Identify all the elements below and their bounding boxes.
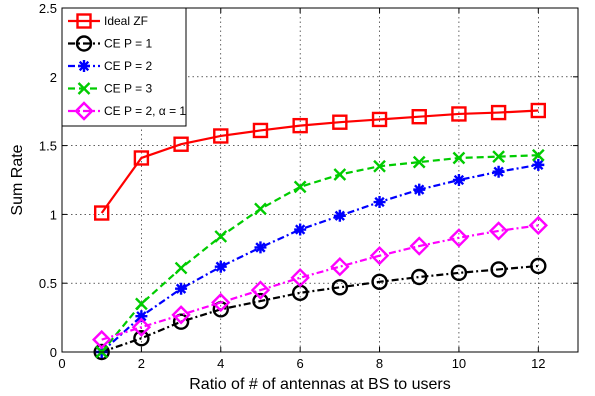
y-tick-label: 2 bbox=[50, 70, 57, 85]
legend-label: CE P = 2, α = 1 bbox=[104, 104, 186, 118]
data-point bbox=[213, 128, 229, 144]
series-line bbox=[100, 163, 539, 353]
data-point bbox=[133, 330, 150, 347]
data-point bbox=[250, 280, 271, 300]
y-axis-label: Sum Rate bbox=[9, 144, 26, 215]
legend-label: CE P = 1 bbox=[104, 37, 152, 51]
x-tick-label: 10 bbox=[452, 356, 466, 371]
x-tick-label: 6 bbox=[297, 356, 304, 371]
legend-entry: CE P = 3 bbox=[68, 82, 152, 96]
x-tick-label: 8 bbox=[376, 356, 383, 371]
legend-entry: CE P = 2, α = 1 bbox=[68, 101, 186, 121]
legend-marker bbox=[77, 82, 91, 95]
data-point bbox=[333, 168, 347, 181]
data-point bbox=[333, 209, 346, 222]
series-1 bbox=[93, 257, 547, 361]
data-point bbox=[490, 104, 507, 121]
x-tick-label: 2 bbox=[138, 356, 145, 371]
data-point bbox=[91, 329, 112, 350]
data-point bbox=[451, 106, 467, 122]
data-point bbox=[214, 260, 227, 273]
series-line bbox=[101, 264, 539, 354]
data-point bbox=[290, 267, 310, 288]
legend-marker bbox=[76, 13, 92, 29]
data-point bbox=[252, 292, 269, 310]
data-point bbox=[175, 282, 188, 295]
x-tick-label: 0 bbox=[58, 356, 65, 371]
series-0 bbox=[93, 102, 547, 221]
legend-entry: CE P = 2 bbox=[68, 59, 152, 73]
data-point bbox=[171, 305, 191, 325]
plot-frame bbox=[61, 7, 579, 353]
data-point bbox=[530, 257, 547, 275]
legend-label: CE P = 3 bbox=[104, 82, 152, 96]
data-point bbox=[492, 165, 505, 178]
data-point bbox=[373, 196, 386, 209]
data-point bbox=[254, 241, 267, 254]
data-point bbox=[254, 202, 267, 216]
data-point bbox=[528, 215, 549, 236]
series-layer bbox=[91, 102, 549, 361]
data-point bbox=[532, 158, 545, 171]
data-point bbox=[373, 159, 386, 173]
data-point bbox=[530, 102, 547, 119]
data-point bbox=[330, 256, 350, 277]
data-point bbox=[135, 310, 148, 323]
x-tick-label: 12 bbox=[531, 356, 545, 371]
y-tick-label: 1.5 bbox=[39, 139, 57, 154]
data-point bbox=[332, 114, 348, 130]
data-point bbox=[173, 136, 189, 152]
data-point bbox=[292, 117, 308, 134]
data-point bbox=[488, 221, 509, 241]
data-point bbox=[413, 183, 426, 196]
data-point bbox=[531, 148, 545, 162]
data-point bbox=[294, 223, 307, 236]
data-point bbox=[371, 273, 388, 291]
series-3 bbox=[95, 148, 545, 359]
data-point bbox=[93, 205, 110, 221]
data-point bbox=[412, 155, 426, 169]
data-point bbox=[369, 245, 390, 266]
y-tick-label: 1 bbox=[50, 207, 57, 222]
data-point bbox=[131, 317, 152, 337]
data-point bbox=[172, 313, 190, 330]
data-point bbox=[450, 264, 468, 282]
y-tick-label: 0.5 bbox=[39, 276, 57, 291]
data-point bbox=[449, 228, 469, 248]
legend-marker bbox=[74, 101, 94, 121]
legend-label: Ideal ZF bbox=[104, 14, 148, 28]
data-point bbox=[371, 111, 388, 128]
data-point bbox=[252, 122, 269, 139]
data-point bbox=[174, 261, 188, 275]
legend-marker bbox=[75, 35, 93, 52]
data-point bbox=[331, 279, 349, 296]
legend-marker bbox=[78, 60, 90, 72]
series-line bbox=[101, 224, 539, 341]
data-point bbox=[214, 230, 228, 243]
y-tick-label: 2.5 bbox=[39, 1, 57, 16]
data-point bbox=[492, 150, 505, 163]
data-point bbox=[409, 236, 429, 256]
x-axis-label: Ratio of # of antennas at BS to users bbox=[189, 376, 451, 393]
legend-entry: CE P = 1 bbox=[68, 35, 152, 52]
ticks: 0 2 4 6 8 10 12 0 0.5 1 1.5 2 2.5 bbox=[39, 1, 578, 371]
y-tick-label: 0 bbox=[50, 345, 57, 360]
data-point bbox=[135, 297, 148, 311]
data-point bbox=[211, 292, 231, 313]
data-point bbox=[411, 109, 427, 125]
legend-entry: Ideal ZF bbox=[68, 13, 148, 29]
series-line bbox=[100, 154, 539, 353]
data-point bbox=[411, 268, 428, 286]
legend: Ideal ZF CE P = 1 CE P = 2 CE P = 3 CE P = 2… bbox=[61, 7, 187, 127]
data-point bbox=[452, 174, 465, 186]
data-point bbox=[452, 151, 466, 165]
data-point bbox=[490, 261, 507, 278]
legend-label: CE P = 2 bbox=[104, 59, 152, 73]
data-point bbox=[293, 180, 307, 194]
x-tick-label: 4 bbox=[217, 356, 224, 371]
series-4 bbox=[91, 215, 549, 350]
data-point bbox=[133, 150, 150, 166]
